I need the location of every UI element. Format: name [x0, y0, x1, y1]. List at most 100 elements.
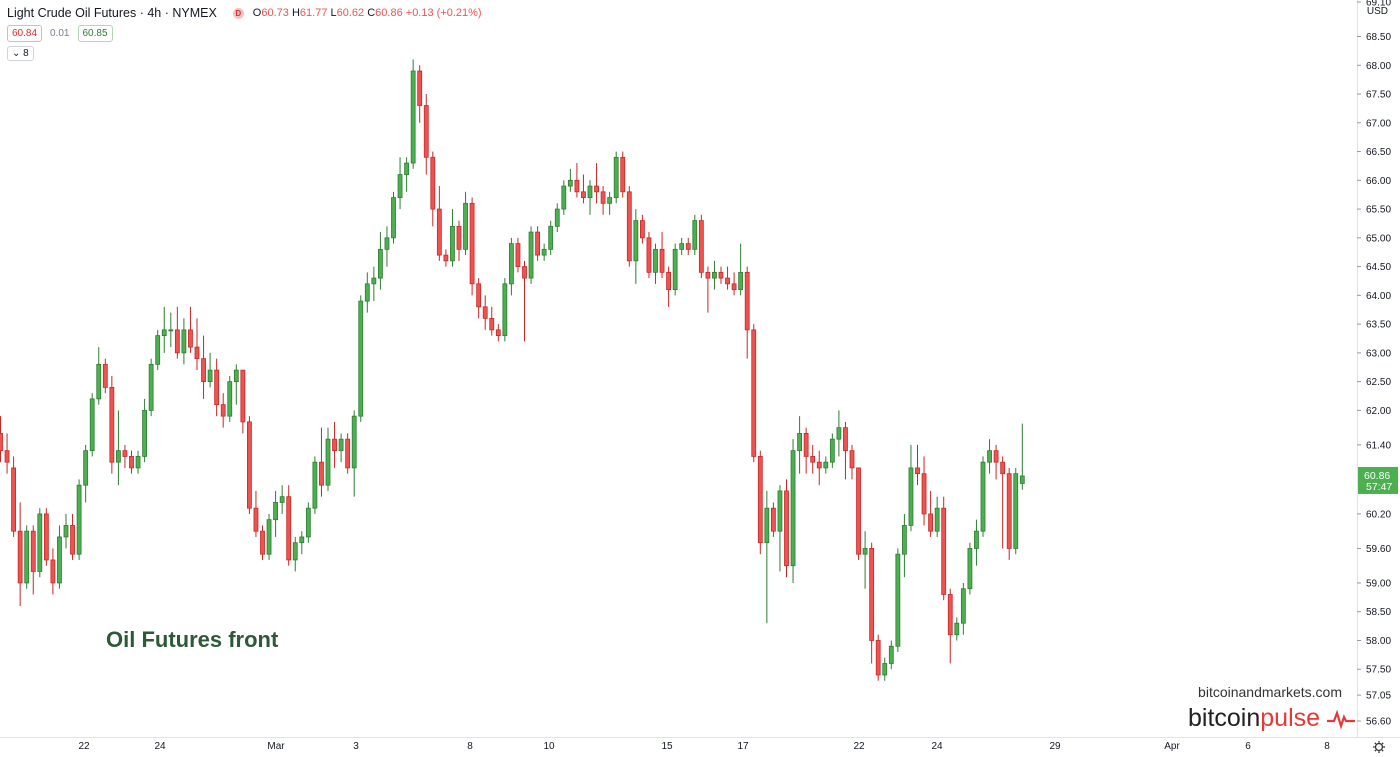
price-tick-label: 62.00	[1366, 406, 1391, 417]
ohlc-legend: O60.73 H61.77 L60.62 C60.86 +0.13 (+0.21…	[253, 7, 482, 19]
candle	[561, 180, 567, 215]
candle	[377, 232, 383, 290]
candle	[109, 375, 115, 474]
candle	[535, 226, 540, 261]
candle	[233, 364, 239, 405]
price-tick-label: 69.10	[1366, 0, 1391, 9]
candle	[921, 456, 927, 526]
candle	[607, 191, 613, 215]
price-tick-label: 63.50	[1366, 320, 1391, 331]
time-tick-label: 8	[1324, 741, 1330, 752]
spread-value: 0.01	[50, 28, 70, 39]
candle	[633, 209, 639, 284]
candle	[332, 421, 337, 468]
candle	[771, 502, 776, 537]
sell-price-button[interactable]: 60.84	[7, 25, 43, 42]
low-value: 60.62	[336, 7, 365, 19]
candle	[908, 444, 914, 532]
candle	[594, 163, 599, 204]
candle	[292, 536, 298, 572]
candle	[620, 151, 626, 198]
trade-buttons: 60.84 0.01 60.85	[7, 25, 113, 42]
candle	[954, 617, 960, 641]
candle	[227, 375, 233, 422]
candle	[194, 318, 200, 371]
candle	[574, 163, 580, 198]
time-axis[interactable]: 22 24 Mar 3 8 10 15 17 22 24 29 Apr 6 8	[0, 737, 1400, 753]
price-tick-label: 60.20	[1366, 509, 1391, 520]
price-tick-label: 61.40	[1366, 440, 1391, 451]
candle	[823, 456, 829, 474]
candle	[849, 444, 855, 480]
candle	[30, 525, 36, 595]
high-value: 61.77	[299, 7, 328, 19]
price-tick-label: 65.50	[1366, 205, 1391, 216]
candle	[993, 444, 999, 480]
candle	[122, 444, 128, 468]
low-label: L	[330, 7, 337, 19]
price-axis[interactable]: USD 56.60 57.05 57.50 58.00 58.50 59.00 59.60 60…	[1357, 0, 1391, 737]
candle	[391, 191, 396, 244]
candle	[286, 485, 292, 566]
delayed-badge[interactable]: D	[232, 7, 244, 19]
symbol-title[interactable]: Light Crude Oil Futures · 4h · NYMEX	[7, 6, 217, 20]
time-tick-label: 15	[661, 741, 673, 752]
candle	[70, 513, 75, 560]
watermark-logo: bitcoinpulse	[1188, 704, 1355, 733]
candle	[148, 358, 154, 417]
candle	[495, 324, 501, 342]
time-tick-label: 3	[353, 741, 359, 752]
time-tick-label: Apr	[1164, 741, 1180, 752]
candle	[436, 186, 442, 261]
candle	[751, 324, 757, 463]
candle	[1019, 423, 1025, 490]
candle	[214, 358, 220, 417]
candle	[50, 548, 56, 595]
candle	[443, 249, 449, 267]
candle	[974, 519, 979, 566]
candle	[725, 266, 730, 290]
settings-icon[interactable]	[1373, 741, 1385, 753]
candle	[469, 197, 475, 296]
candle	[482, 295, 488, 330]
candle	[168, 312, 174, 348]
open-label: O	[252, 7, 262, 19]
candle	[305, 502, 311, 543]
candle	[967, 542, 973, 595]
candle	[63, 513, 69, 549]
candle	[659, 232, 665, 279]
candle	[188, 306, 193, 353]
price-tick-label: 66.50	[1366, 147, 1391, 158]
candle	[928, 490, 933, 537]
time-tick-label: 29	[1049, 741, 1061, 752]
price-tick-label: 58.50	[1366, 607, 1391, 618]
candle	[836, 410, 842, 457]
candle	[384, 226, 390, 267]
pulse-icon	[1326, 709, 1355, 730]
price-tick-label: 66.00	[1366, 176, 1391, 187]
candle	[319, 427, 324, 497]
candle	[102, 358, 108, 394]
candle	[960, 582, 966, 635]
last-price-value: 60.86	[1364, 470, 1390, 482]
logo-text-a: bitcoin	[1188, 704, 1261, 732]
candle	[338, 433, 344, 463]
high-label: H	[291, 7, 300, 19]
buy-price-button[interactable]: 60.85	[77, 25, 113, 42]
candle	[757, 450, 763, 555]
candle	[888, 640, 894, 670]
indicators-toggle[interactable]: ⌄ 8	[7, 46, 34, 61]
candle	[705, 266, 711, 313]
currency-label: USD	[1367, 6, 1388, 17]
candle	[698, 214, 704, 279]
candle	[345, 433, 351, 474]
candle	[260, 525, 265, 560]
candle	[915, 444, 920, 486]
watermark-site: bitcoinandmarkets.com	[1198, 684, 1342, 700]
time-tick-label: 6	[1245, 741, 1251, 752]
logo-text-b: pulse	[1260, 704, 1321, 732]
candle	[174, 306, 180, 359]
candle	[489, 306, 495, 336]
